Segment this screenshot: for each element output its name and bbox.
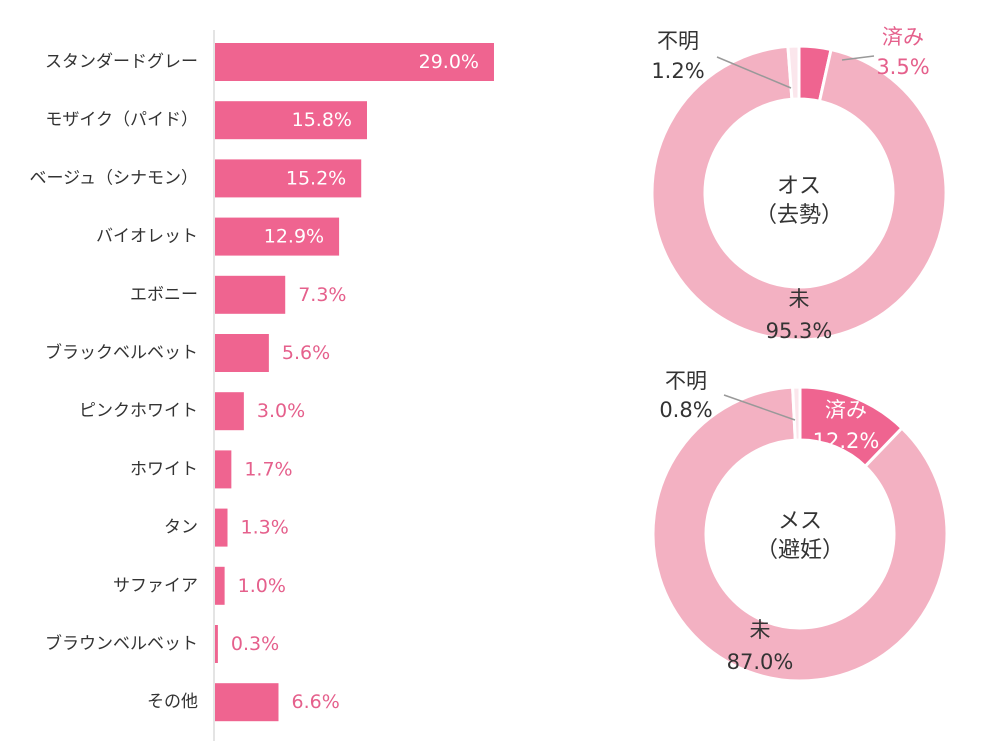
bar-value-label: 7.3% bbox=[298, 284, 346, 306]
category-label: その他 bbox=[147, 692, 198, 712]
bar-value-label: 29.0% bbox=[419, 51, 479, 73]
bar bbox=[215, 43, 494, 81]
donut-slice bbox=[791, 385, 802, 442]
bar bbox=[215, 566, 225, 605]
male-center-label-line2: （去勢） bbox=[755, 203, 843, 228]
category-label: ブラックベルベット bbox=[45, 342, 198, 363]
bar bbox=[215, 683, 279, 722]
bar-value-label: 3.0% bbox=[257, 400, 305, 422]
slice-label-not: 未 bbox=[789, 287, 810, 311]
category-label: スタンダードグレー bbox=[45, 52, 198, 72]
category-label: エボニー bbox=[130, 285, 198, 305]
slice-value-not: 87.0% bbox=[727, 650, 794, 674]
category-label: サファイア bbox=[113, 576, 198, 596]
bar bbox=[215, 334, 269, 372]
slice-label-not: 未 bbox=[750, 618, 771, 642]
color-distribution-bar-chart: スタンダードグレー 29.0% モザイク（パイド） 15.8% ベージュ（シナモン） 15… bbox=[30, 30, 494, 741]
female-spay-donut-chart: メス （避妊） 済み 12.2% 不明 0.8% 未 87.0% bbox=[651, 369, 949, 683]
category-label: ピンクホワイト bbox=[79, 401, 198, 421]
bar bbox=[215, 217, 340, 256]
bar bbox=[215, 101, 367, 140]
donut-slice bbox=[651, 385, 949, 683]
slice-value-not: 95.3% bbox=[766, 319, 833, 343]
category-label: ベージュ（シナモン） bbox=[30, 168, 198, 188]
bar-value-label: 1.0% bbox=[238, 575, 286, 597]
donut-slice bbox=[650, 44, 948, 342]
slice-value-done: 3.5% bbox=[876, 55, 929, 79]
slice-value-unknown: 1.2% bbox=[651, 59, 704, 83]
female-center-label-line2: （避妊） bbox=[756, 538, 844, 563]
bar bbox=[215, 508, 228, 547]
slice-label-done: 済み bbox=[825, 398, 867, 422]
female-center-label-line1: メス bbox=[778, 509, 822, 534]
bar-value-label: 0.3% bbox=[231, 633, 279, 655]
slice-value-unknown: 0.8% bbox=[659, 398, 712, 422]
bar bbox=[215, 392, 244, 431]
leader-line-unknown bbox=[716, 56, 792, 89]
category-label: ブラウンベルベット bbox=[45, 633, 198, 654]
leader-line-unknown bbox=[723, 394, 796, 421]
slice-label-unknown: 不明 bbox=[665, 369, 707, 393]
bar-value-label: 15.2% bbox=[286, 167, 346, 189]
male-neuter-donut-chart: オス （去勢） 済み 3.5% 不明 1.2% 未 95.3% bbox=[650, 25, 948, 343]
bar-value-label: 15.8% bbox=[292, 109, 352, 131]
category-label: ホワイト bbox=[130, 459, 198, 479]
bar-value-label: 1.3% bbox=[241, 517, 289, 539]
slice-label-done: 済み bbox=[882, 25, 924, 49]
bar-value-label: 12.9% bbox=[264, 226, 324, 248]
bar bbox=[215, 625, 218, 663]
bar bbox=[215, 450, 232, 489]
category-label: バイオレット bbox=[96, 227, 198, 247]
leader-line-done bbox=[841, 55, 875, 61]
bar-value-label: 6.6% bbox=[291, 691, 339, 713]
category-label: モザイク（パイド） bbox=[45, 110, 198, 130]
male-center-label-line1: オス bbox=[777, 174, 821, 199]
bar bbox=[215, 159, 362, 198]
slice-label-unknown: 不明 bbox=[657, 29, 699, 53]
donut-slice bbox=[786, 44, 801, 101]
bar bbox=[215, 275, 286, 314]
category-label: タン bbox=[164, 518, 198, 538]
bar-value-label: 1.7% bbox=[244, 458, 292, 480]
bar-value-label: 5.6% bbox=[282, 342, 330, 364]
slice-value-done: 12.2% bbox=[813, 429, 880, 453]
